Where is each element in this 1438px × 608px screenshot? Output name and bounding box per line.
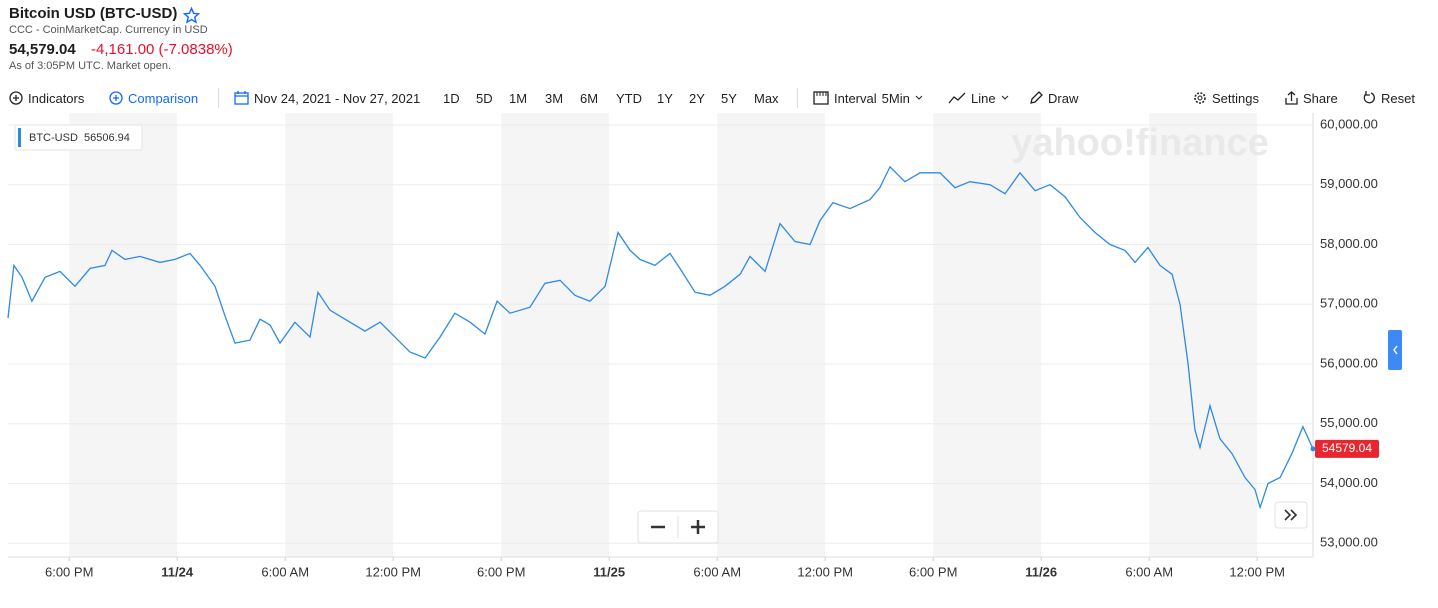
y-tick-label: 57,000.00	[1320, 296, 1378, 311]
period-button[interactable]: 1M	[509, 90, 528, 106]
last-price-label: 54579.04	[1322, 441, 1372, 455]
x-tick-label: 6:00 PM	[45, 564, 93, 579]
indicators-button[interactable]: Indicators	[9, 89, 84, 107]
x-tick-label: 6:00 AM	[1125, 564, 1173, 579]
date-range-label: Nov 24, 2021 - Nov 27, 2021	[254, 90, 421, 106]
price-line	[7, 165, 1314, 510]
market-status: As of 3:05PM UTC. Market open.	[9, 60, 172, 72]
x-tick-label: 6:00 PM	[909, 564, 957, 579]
reset-label: Reset	[1381, 90, 1415, 106]
session-band	[285, 113, 394, 557]
separator	[797, 88, 798, 108]
draw-label: Draw	[1048, 90, 1079, 106]
x-tick-label: 6:00 AM	[261, 564, 309, 579]
interval-value: 5Min	[881, 90, 910, 106]
legend-value: 56506.94	[84, 132, 130, 144]
chart-type-label: Line	[971, 90, 996, 106]
y-tick-label: 58,000.00	[1320, 236, 1378, 251]
watchlist-star[interactable]	[183, 7, 200, 24]
period-button[interactable]: Max	[754, 90, 779, 106]
subtitle: CCC - CoinMarketCap. Currency in USD	[9, 24, 208, 36]
x-tick-label: 6:00 AM	[693, 564, 741, 579]
separator	[218, 88, 219, 108]
watermark: yahoo!finance	[1011, 122, 1269, 164]
period-button[interactable]: 3M	[545, 90, 564, 106]
zoom-control	[637, 510, 719, 544]
period-button[interactable]: 2Y	[689, 90, 705, 106]
share-button[interactable]: Share	[1285, 89, 1338, 107]
settings-button[interactable]: Settings	[1193, 89, 1259, 107]
reset-button[interactable]: Reset	[1362, 89, 1415, 107]
session-band	[501, 113, 610, 557]
session-band	[717, 113, 826, 557]
x-tick-label: 12:00 PM	[1229, 564, 1285, 579]
price-change: -4,161.00 (-7.0838%)	[91, 41, 233, 58]
comparison-label: Comparison	[128, 90, 199, 106]
side-panel-tab[interactable]	[1388, 330, 1402, 370]
legend-box	[14, 124, 143, 151]
interval-label: Interval	[834, 90, 877, 106]
y-tick-label: 54,000.00	[1320, 475, 1378, 490]
period-button[interactable]: 5D	[476, 90, 493, 106]
session-band	[1149, 113, 1258, 557]
last-price-tag	[1315, 439, 1379, 458]
x-tick-label: 11/26	[1025, 564, 1057, 579]
period-button[interactable]: 5Y	[721, 90, 737, 106]
period-button[interactable]: 6M	[580, 90, 599, 106]
legend: BTC-USD 56506.94	[14, 124, 143, 151]
x-tick-label: 11/24	[161, 564, 194, 579]
comparison-button[interactable]: Comparison	[109, 89, 198, 107]
x-tick-label: 12:00 PM	[365, 564, 421, 579]
y-tick-label: 55,000.00	[1320, 415, 1378, 430]
y-tick-label: 53,000.00	[1320, 535, 1378, 550]
x-tick-label: 11/25	[593, 564, 625, 579]
last-point	[1310, 446, 1316, 452]
session-band	[69, 113, 178, 557]
indicators-label: Indicators	[28, 90, 85, 106]
period-button[interactable]: YTD	[616, 90, 642, 106]
settings-label: Settings	[1212, 90, 1259, 106]
chart-type-button[interactable]: Line	[948, 89, 1009, 107]
period-button[interactable]: 1D	[443, 90, 460, 106]
x-tick-label: 12:00 PM	[797, 564, 853, 579]
date-range-button[interactable]: Nov 24, 2021 - Nov 27, 2021	[234, 89, 420, 107]
zoom-in[interactable]	[691, 520, 705, 534]
legend-swatch	[18, 128, 21, 147]
scroll-right[interactable]	[1274, 501, 1308, 529]
y-tick-label: 59,000.00	[1320, 176, 1378, 191]
share-label: Share	[1303, 90, 1338, 106]
interval-button[interactable]: Interval 5Min	[813, 89, 923, 107]
y-tick-label: 56,000.00	[1320, 355, 1378, 370]
legend-name: BTC-USD	[29, 132, 78, 144]
x-tick-label: 6:00 PM	[477, 564, 525, 579]
y-tick-label: 60,000.00	[1320, 116, 1378, 131]
draw-button[interactable]: Draw	[1029, 89, 1078, 107]
period-button[interactable]: 1Y	[657, 90, 673, 106]
title: Bitcoin USD (BTC-USD)	[9, 5, 178, 22]
price: 54,579.04	[9, 41, 76, 58]
